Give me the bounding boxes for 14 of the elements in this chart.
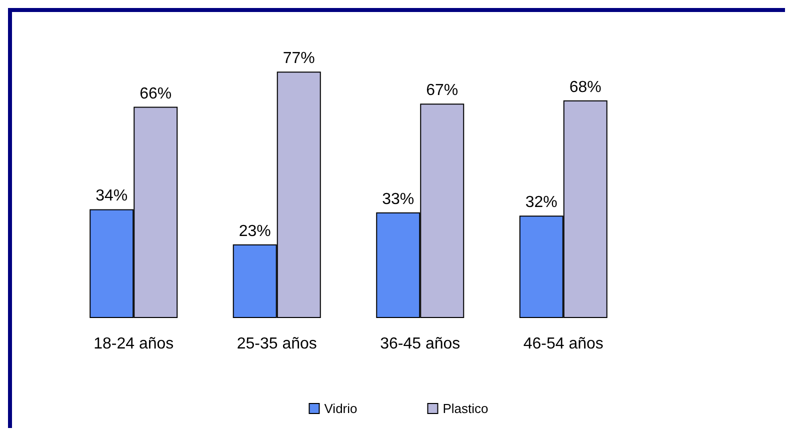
data-label: 66% — [140, 85, 172, 102]
data-label: 68% — [569, 78, 602, 96]
x-tick-label: 46-54 años — [523, 336, 604, 352]
data-label: 23% — [238, 222, 271, 240]
data-label: 33% — [382, 190, 414, 208]
data-label: 32% — [525, 194, 558, 212]
data-label: 34% — [96, 188, 128, 205]
legend-label: Vidrio — [324, 401, 358, 416]
data-label: 67% — [426, 82, 458, 100]
x-tick-label: 25-35 años — [236, 336, 317, 352]
legend-label: Plastico — [442, 401, 488, 416]
data-label: 77% — [282, 50, 315, 68]
x-tick-label: 18-24 años — [94, 336, 174, 352]
x-tick-label: 36-45 años — [380, 336, 460, 352]
